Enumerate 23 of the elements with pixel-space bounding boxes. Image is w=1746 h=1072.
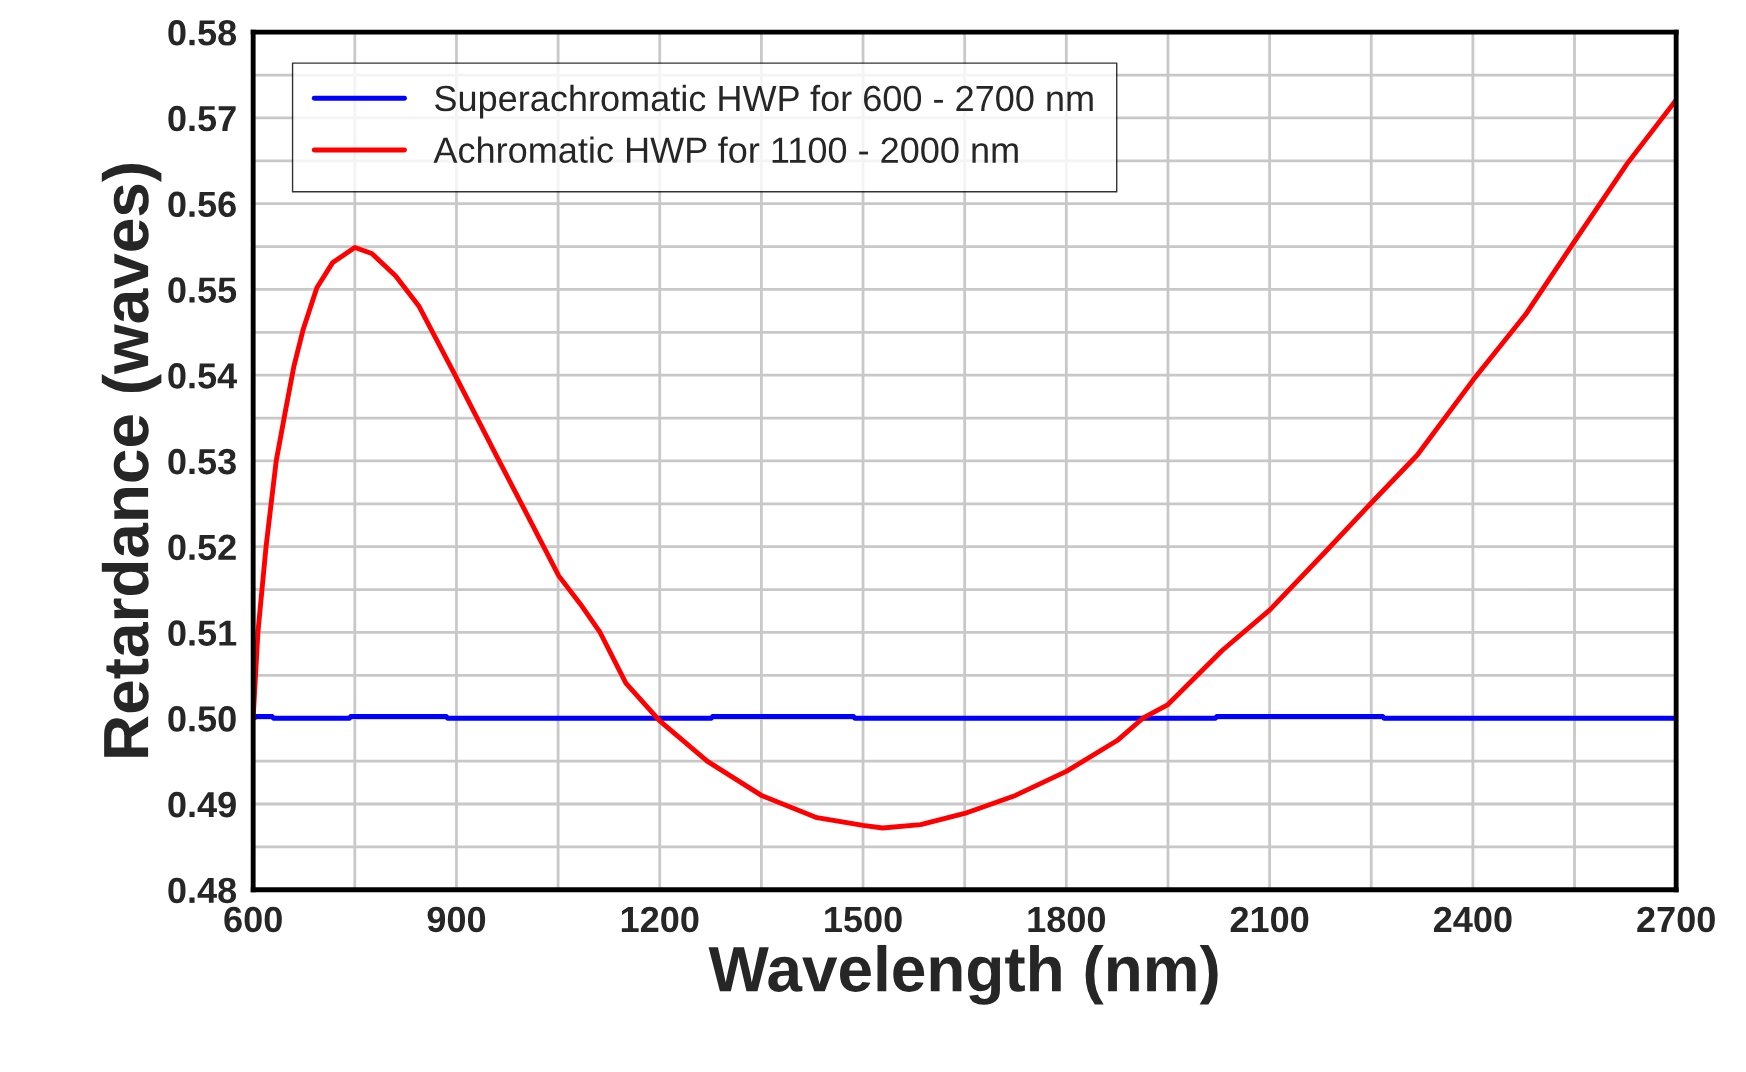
y-tick-label: 0.50 bbox=[168, 706, 236, 732]
y-tick-label: 0.55 bbox=[168, 277, 237, 303]
y-tick-label: 0.56 bbox=[168, 191, 236, 218]
y-tick-label: 0.52 bbox=[168, 534, 236, 561]
legend-label: Achromatic HWP for 1100 - 2000 nm bbox=[433, 136, 1018, 163]
y-axis-title: Retardance (waves) bbox=[101, 164, 162, 757]
y-tick-label: 0.49 bbox=[168, 791, 236, 818]
x-tick-label: 2400 bbox=[1433, 906, 1512, 933]
y-tick-label: 0.51 bbox=[168, 620, 237, 646]
x-tick-label: 2700 bbox=[1637, 906, 1715, 933]
x-tick-label: 1200 bbox=[621, 906, 699, 933]
y-tick-label: 0.57 bbox=[168, 105, 236, 132]
y-tick-label: 0.48 bbox=[168, 877, 237, 904]
x-tick-label: 1500 bbox=[825, 906, 902, 933]
y-tick-label: 0.54 bbox=[168, 363, 238, 389]
y-tick-label: 0.58 bbox=[168, 20, 237, 46]
x-tick-label: 900 bbox=[427, 906, 486, 933]
x-tick-label: 1800 bbox=[1028, 906, 1105, 933]
x-tick-label: 600 bbox=[224, 906, 282, 933]
legend-label: Superachromatic HWP for 600 - 2700 nm bbox=[435, 84, 1093, 119]
x-axis-title: Wavelength (nm) bbox=[708, 944, 1218, 1005]
y-tick-label: 0.53 bbox=[168, 448, 236, 475]
x-tick-label: 2100 bbox=[1230, 906, 1309, 933]
